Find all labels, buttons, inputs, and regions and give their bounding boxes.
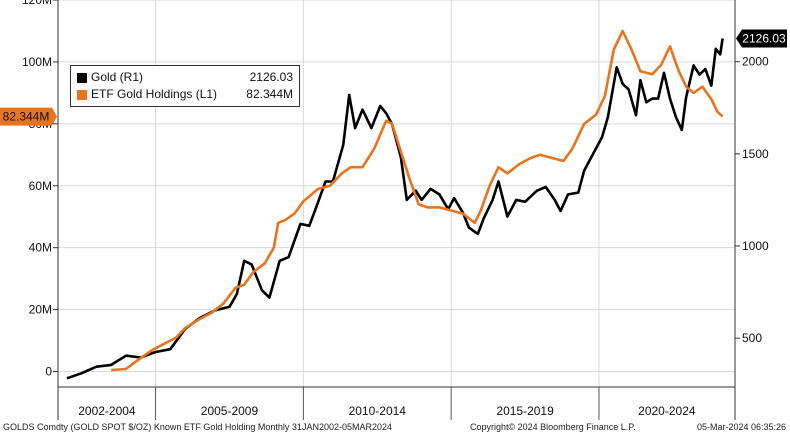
left-tick-label: 100M — [22, 55, 52, 69]
period-label: 2015-2019 — [496, 404, 554, 418]
series-lines — [66, 29, 724, 380]
etf-last-value-text: 82.344M — [3, 110, 50, 124]
period-label: 2010-2014 — [349, 404, 407, 418]
left-tick-label: 40M — [29, 241, 52, 255]
right-tick-label: 500 — [742, 331, 762, 345]
left-tick-label: 120M — [22, 0, 52, 7]
etf-last-value-badge — [0, 107, 57, 126]
gold-last-value-badge — [736, 29, 787, 48]
legend-label-etf: ETF Gold Holdings (L1) — [91, 87, 218, 101]
last-value-badges: 2126.03 82.344M — [0, 29, 787, 126]
gridlines — [58, 0, 735, 387]
legend-swatch-etf — [77, 90, 87, 100]
etf-holdings-line — [111, 29, 724, 372]
left-tick-label: 20M — [29, 303, 52, 317]
right-tick-label: 1000 — [742, 239, 769, 253]
footer-timestamp: 05-Mar-2024 06:35:26 — [696, 422, 786, 432]
footer-source: GOLDS Comdty (GOLD SPOT $/OZ) Known ETF … — [3, 422, 392, 432]
legend-label-gold: Gold (R1) — [91, 70, 144, 84]
legend-item-etf: ETF Gold Holdings (L1) 82.344M — [77, 87, 293, 103]
legend-value-gold: 2126.03 — [249, 70, 293, 84]
legend-item-gold: Gold (R1) 2126.03 — [77, 70, 293, 86]
period-label: 2002-2004 — [78, 404, 136, 418]
gold-price-line — [66, 38, 724, 380]
legend: Gold (R1) 2126.03 ETF Gold Holdings (L1)… — [70, 65, 300, 107]
gold-last-value-text: 2126.03 — [742, 32, 786, 46]
right-tick-label: 1500 — [742, 147, 769, 161]
right-axis-ticks: 500 1000 1500 2000 — [735, 55, 769, 345]
x-axis-period-labels: 2002-2004 2005-2009 2010-2014 2015-2019 2020… — [78, 387, 696, 420]
period-label: 2005-2009 — [201, 404, 259, 418]
left-axis-ticks: 020M40M60M80M100M120M — [22, 0, 58, 379]
legend-swatch-gold — [77, 73, 87, 83]
left-tick-label: 0 — [45, 365, 52, 379]
right-tick-label: 2000 — [742, 55, 769, 69]
left-tick-label: 60M — [29, 179, 52, 193]
footer: GOLDS Comdty (GOLD SPOT $/OZ) Known ETF … — [0, 420, 790, 435]
period-label: 2020-2024 — [638, 404, 696, 418]
legend-value-etf: 82.344M — [246, 87, 293, 101]
plot-frame — [57, 0, 736, 420]
footer-copyright: Copyright© 2024 Bloomberg Finance L.P. — [470, 422, 636, 432]
